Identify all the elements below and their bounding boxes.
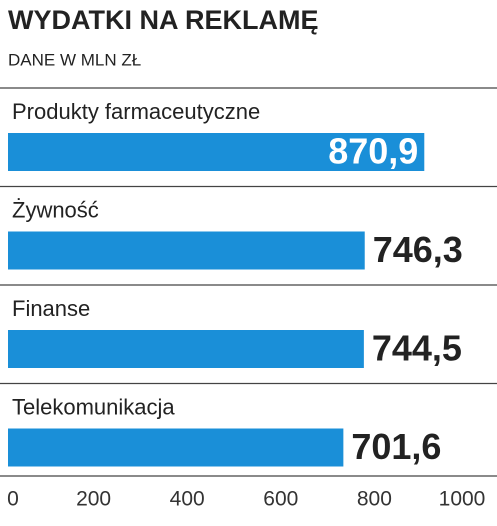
value-label: 746,3 [373, 229, 463, 270]
chart-subtitle: DANE W MLN ZŁ [8, 50, 141, 69]
x-tick-label: 0 [7, 488, 19, 511]
category-label: Produkty farmaceutyczne [12, 99, 260, 124]
bar [8, 133, 425, 171]
chart-title: WYDATKI NA REKLAMĘ [8, 5, 318, 35]
category-label: Finanse [12, 296, 90, 321]
x-tick-label: 800 [357, 488, 392, 511]
category-label: Telekomunikacja [12, 394, 175, 419]
category-label: Żywność [12, 197, 99, 222]
x-tick-label: 400 [170, 488, 205, 511]
bar [8, 231, 365, 270]
x-tick-label: 600 [263, 488, 298, 511]
x-tick-label: 200 [76, 488, 111, 511]
value-label: 701,6 [351, 426, 441, 467]
bar [8, 330, 364, 368]
bar [8, 428, 344, 467]
x-tick-label: 1000 [439, 488, 486, 511]
value-label: 744,5 [372, 328, 462, 369]
value-label: 870,9 [328, 131, 418, 172]
